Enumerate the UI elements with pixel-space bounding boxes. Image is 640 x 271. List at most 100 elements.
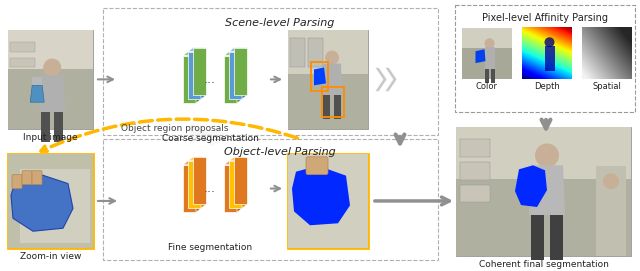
Polygon shape [201,157,206,208]
FancyBboxPatch shape [522,28,572,79]
FancyBboxPatch shape [288,75,368,129]
Text: Zoom-in view: Zoom-in view [20,252,81,261]
FancyBboxPatch shape [8,30,93,69]
Polygon shape [375,67,387,91]
Polygon shape [210,127,232,147]
FancyBboxPatch shape [460,139,490,157]
Polygon shape [385,67,397,91]
FancyBboxPatch shape [308,38,323,67]
FancyBboxPatch shape [306,157,328,175]
Text: Fine segmentation: Fine segmentation [168,243,252,252]
Polygon shape [529,165,565,215]
FancyBboxPatch shape [484,69,488,83]
Text: Color: Color [476,82,498,91]
FancyBboxPatch shape [10,42,35,51]
Polygon shape [183,161,201,165]
FancyBboxPatch shape [8,30,93,129]
FancyBboxPatch shape [54,112,63,142]
Text: Spatial: Spatial [593,82,621,91]
FancyBboxPatch shape [290,38,305,67]
FancyBboxPatch shape [32,171,42,185]
Polygon shape [188,48,206,51]
FancyBboxPatch shape [20,169,90,243]
FancyBboxPatch shape [22,171,32,185]
Text: Input image: Input image [23,133,78,142]
FancyBboxPatch shape [12,175,22,189]
FancyBboxPatch shape [41,112,50,142]
Polygon shape [224,56,237,103]
Polygon shape [224,51,242,56]
FancyBboxPatch shape [288,154,368,248]
Polygon shape [188,161,201,208]
Polygon shape [229,161,242,208]
Polygon shape [292,166,350,225]
FancyBboxPatch shape [462,49,512,79]
Polygon shape [229,157,247,161]
FancyBboxPatch shape [550,215,563,260]
Text: Depth: Depth [534,82,560,91]
Circle shape [44,59,61,76]
Polygon shape [39,75,65,112]
Polygon shape [229,48,247,51]
FancyBboxPatch shape [456,127,631,256]
FancyBboxPatch shape [8,154,93,248]
Polygon shape [201,48,206,99]
Polygon shape [190,124,212,144]
Polygon shape [188,157,206,161]
Polygon shape [11,174,73,231]
FancyBboxPatch shape [288,30,368,129]
Circle shape [325,51,339,64]
FancyBboxPatch shape [32,78,42,87]
Polygon shape [242,157,247,208]
FancyBboxPatch shape [490,69,495,83]
Polygon shape [234,157,247,204]
Text: Scene-level Parsing: Scene-level Parsing [225,18,335,28]
FancyBboxPatch shape [456,127,631,179]
FancyBboxPatch shape [334,95,341,119]
Polygon shape [30,85,44,102]
Polygon shape [314,67,326,85]
Text: Coarse segmentation: Coarse segmentation [161,134,259,143]
FancyBboxPatch shape [288,30,368,75]
Polygon shape [193,48,206,95]
Polygon shape [515,165,547,207]
Text: Object region proposals: Object region proposals [121,124,228,133]
Text: Object-level Parsing: Object-level Parsing [224,147,336,157]
FancyBboxPatch shape [288,154,368,248]
Circle shape [603,173,619,189]
Polygon shape [476,49,486,63]
Polygon shape [196,161,201,212]
Polygon shape [242,48,247,99]
Text: ...: ... [204,182,216,195]
Polygon shape [237,161,242,212]
Text: Coherent final segmentation: Coherent final segmentation [479,260,609,269]
FancyBboxPatch shape [323,95,330,119]
FancyBboxPatch shape [545,46,554,71]
FancyBboxPatch shape [8,154,93,248]
FancyBboxPatch shape [484,47,495,69]
Polygon shape [234,48,247,95]
FancyBboxPatch shape [462,28,512,79]
Polygon shape [188,51,201,99]
FancyBboxPatch shape [531,215,544,260]
FancyBboxPatch shape [460,162,490,180]
Polygon shape [183,165,196,212]
Polygon shape [237,51,242,103]
Polygon shape [322,63,342,95]
Circle shape [545,37,554,47]
Polygon shape [224,161,242,165]
FancyBboxPatch shape [462,28,512,49]
Polygon shape [183,56,196,103]
Circle shape [484,38,495,48]
FancyBboxPatch shape [8,69,93,129]
FancyBboxPatch shape [456,179,631,256]
Polygon shape [183,51,201,56]
FancyBboxPatch shape [460,185,490,202]
Polygon shape [193,157,206,204]
Circle shape [535,144,559,167]
Polygon shape [229,51,242,99]
Polygon shape [224,165,237,212]
FancyBboxPatch shape [596,166,626,256]
Text: Pixel-level Affinity Parsing: Pixel-level Affinity Parsing [482,13,608,23]
FancyBboxPatch shape [10,57,35,67]
